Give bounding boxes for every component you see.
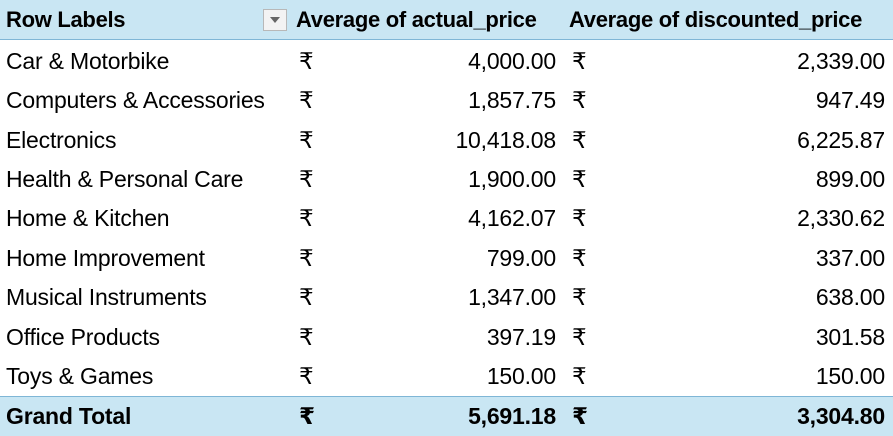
currency-symbol: ₹: [299, 403, 315, 429]
currency-symbol: ₹: [299, 284, 314, 311]
discounted-price-value: 6,225.87: [797, 126, 885, 153]
actual-price-value: 397.19: [486, 323, 556, 350]
actual-price-value: 1,900.00: [468, 165, 556, 192]
row-labels-filter-button[interactable]: [263, 9, 287, 31]
table-row[interactable]: Home & Kitchen ₹4,162.07 ₹2,330.62: [0, 199, 893, 239]
currency-symbol: ₹: [299, 205, 314, 232]
currency-symbol: ₹: [572, 205, 587, 232]
discounted-price-header[interactable]: Average of discounted_price: [569, 6, 863, 32]
discounted-price-value: 638.00: [815, 284, 885, 311]
actual-price-header[interactable]: Average of actual_price: [296, 6, 537, 32]
discounted-price-value: 2,330.62: [797, 205, 885, 232]
table-row[interactable]: Office Products ₹397.19 ₹301.58: [0, 317, 893, 357]
row-label: Home & Kitchen: [6, 205, 170, 232]
actual-price-value: 10,418.08: [455, 126, 556, 153]
grand-total-actual-price: 5,691.18: [468, 403, 556, 429]
row-label: Electronics: [6, 126, 117, 153]
row-label: Car & Motorbike: [6, 47, 170, 74]
currency-symbol: ₹: [572, 362, 587, 389]
currency-symbol: ₹: [572, 126, 587, 153]
table-row[interactable]: Electronics ₹10,418.08 ₹6,225.87: [0, 120, 893, 160]
currency-symbol: ₹: [572, 323, 587, 350]
currency-symbol: ₹: [572, 87, 587, 114]
table-row[interactable]: Computers & Accessories ₹1,857.75 ₹947.49: [0, 81, 893, 121]
row-label: Toys & Games: [6, 362, 154, 389]
discounted-price-value: 947.49: [815, 87, 885, 114]
discounted-price-value: 899.00: [815, 165, 885, 192]
discounted-price-value: 337.00: [815, 244, 885, 271]
currency-symbol: ₹: [299, 244, 314, 271]
currency-symbol: ₹: [572, 47, 587, 74]
currency-symbol: ₹: [572, 165, 587, 192]
currency-symbol: ₹: [572, 244, 587, 271]
chevron-down-icon: [270, 17, 280, 23]
currency-symbol: ₹: [572, 284, 587, 311]
actual-price-value: 1,347.00: [468, 284, 556, 311]
grand-total-row[interactable]: Grand Total ₹ 5,691.18 ₹ 3,304.80: [0, 396, 893, 436]
discounted-price-value: 301.58: [815, 323, 885, 350]
currency-symbol: ₹: [299, 323, 314, 350]
row-label: Health & Personal Care: [6, 165, 244, 192]
currency-symbol: ₹: [299, 165, 314, 192]
discounted-price-value: 2,339.00: [797, 47, 885, 74]
table-row[interactable]: Health & Personal Care ₹1,900.00 ₹899.00: [0, 160, 893, 200]
actual-price-value: 799.00: [486, 244, 556, 271]
row-label: Office Products: [6, 323, 160, 350]
row-labels-header[interactable]: Row Labels: [6, 6, 126, 32]
table-row[interactable]: Car & Motorbike ₹4,000.00 ₹2,339.00: [0, 42, 893, 82]
table-row[interactable]: Home Improvement ₹799.00 ₹337.00: [0, 239, 893, 279]
currency-symbol: ₹: [572, 403, 588, 429]
grand-total-discounted-price: 3,304.80: [797, 403, 885, 429]
currency-symbol: ₹: [299, 362, 314, 389]
discounted-price-value: 150.00: [815, 362, 885, 389]
row-label: Computers & Accessories: [6, 87, 265, 114]
actual-price-value: 1,857.75: [468, 87, 556, 114]
row-label: Home Improvement: [6, 244, 205, 271]
currency-symbol: ₹: [299, 126, 314, 153]
row-label: Musical Instruments: [6, 284, 207, 311]
grand-total-label: Grand Total: [6, 403, 132, 429]
actual-price-value: 4,000.00: [468, 47, 556, 74]
actual-price-value: 4,162.07: [468, 205, 556, 232]
actual-price-value: 150.00: [486, 362, 556, 389]
table-row[interactable]: Musical Instruments ₹1,347.00 ₹638.00: [0, 278, 893, 318]
pivot-header-row: Row Labels Average of actual_price Avera…: [0, 0, 893, 40]
currency-symbol: ₹: [299, 47, 314, 74]
table-row[interactable]: Toys & Games ₹150.00 ₹150.00: [0, 357, 893, 397]
currency-symbol: ₹: [299, 87, 314, 114]
